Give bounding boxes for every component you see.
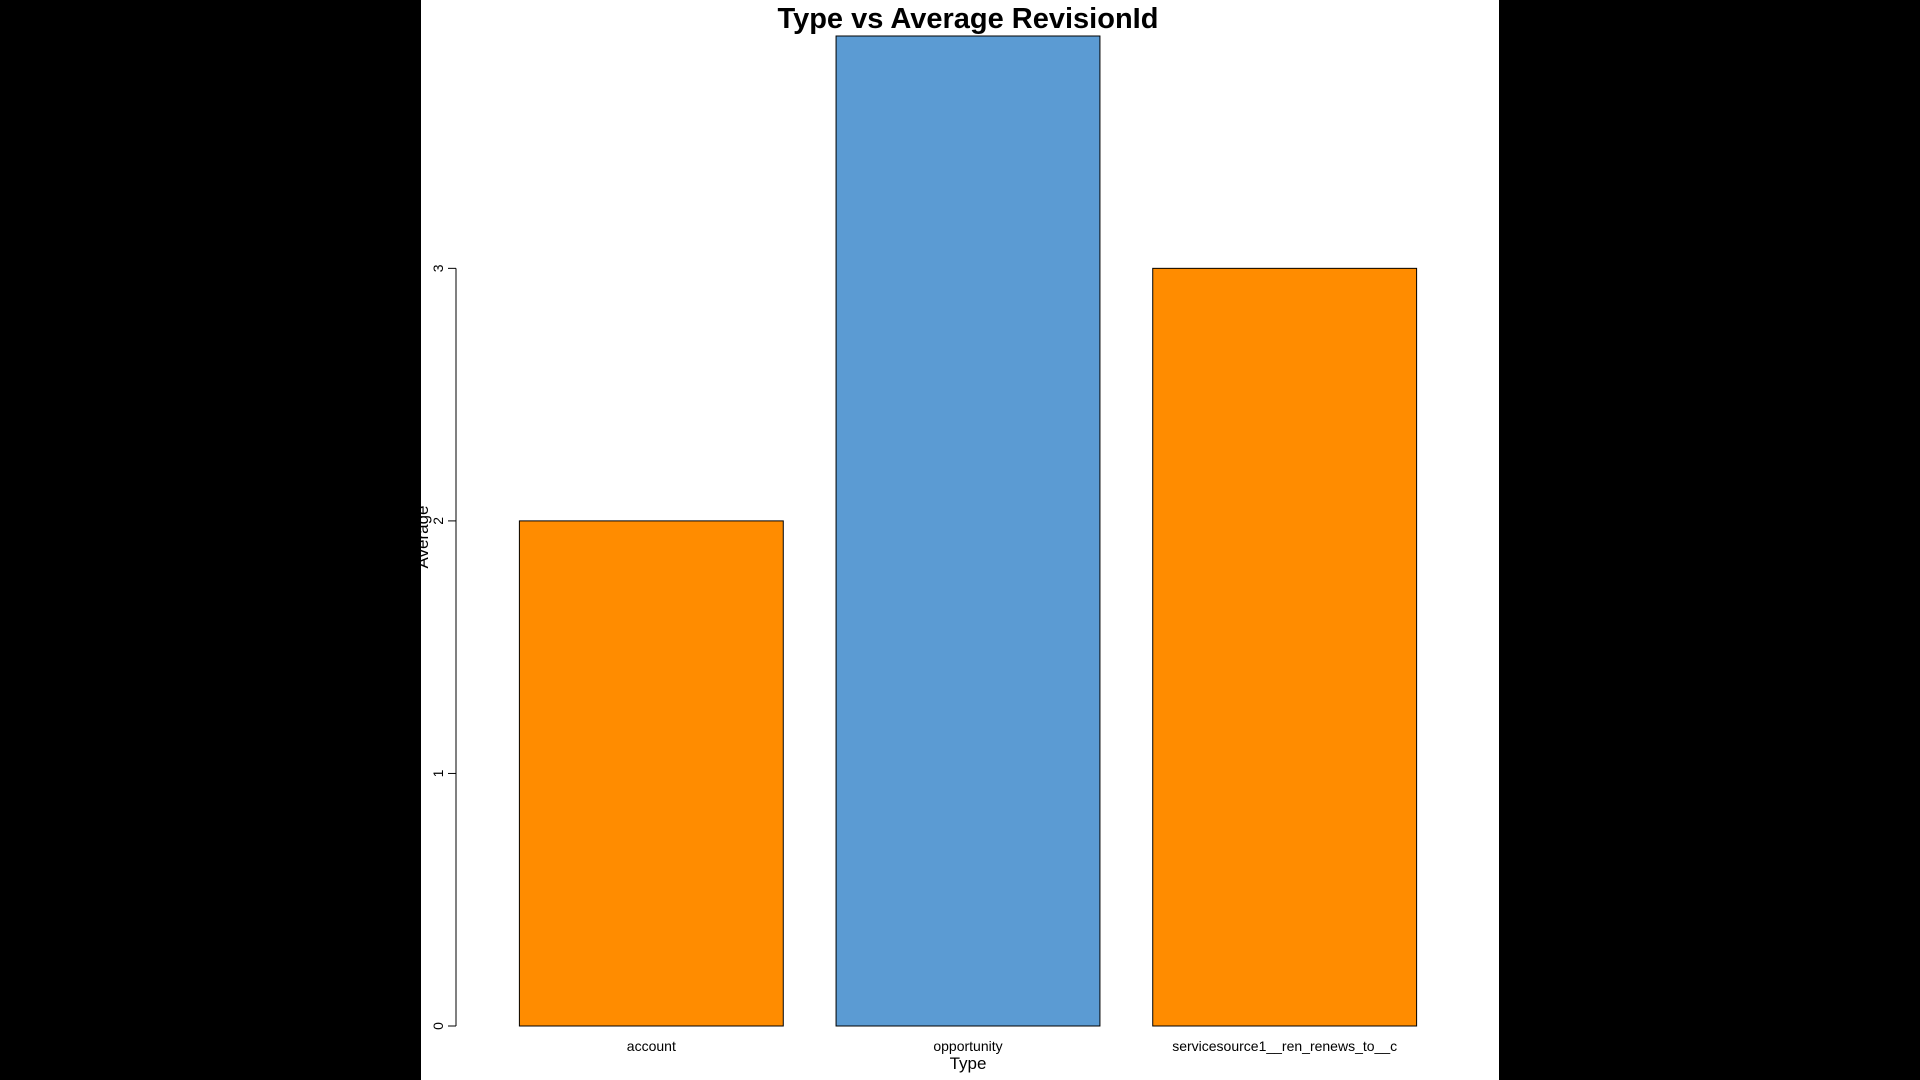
- y-axis: 0 1 2 3: [430, 264, 457, 1030]
- x-tick-label: opportunity: [933, 1038, 1002, 1054]
- bar-account: [518, 520, 784, 1027]
- bars: [518, 35, 1418, 1027]
- y-tick-label: 0: [430, 1022, 446, 1030]
- chart-title: Type vs Average RevisionId: [778, 3, 1159, 35]
- y-tick-label: 1: [430, 769, 446, 777]
- bar-opportunity: [835, 35, 1101, 1027]
- x-tick-labels: account opportunity servicesource1__ren_re…: [627, 1038, 1397, 1054]
- x-axis-label: Type: [950, 1054, 987, 1073]
- x-tick-label: servicesource1__ren_renews_to__c: [1172, 1038, 1397, 1054]
- y-tick-label: 2: [430, 517, 446, 525]
- y-tick-label: 3: [430, 264, 446, 272]
- y-axis-label: Average: [413, 505, 432, 568]
- x-tick-label: account: [627, 1038, 676, 1054]
- bar-servicesource1-ren-renews-to-c: [1152, 267, 1418, 1027]
